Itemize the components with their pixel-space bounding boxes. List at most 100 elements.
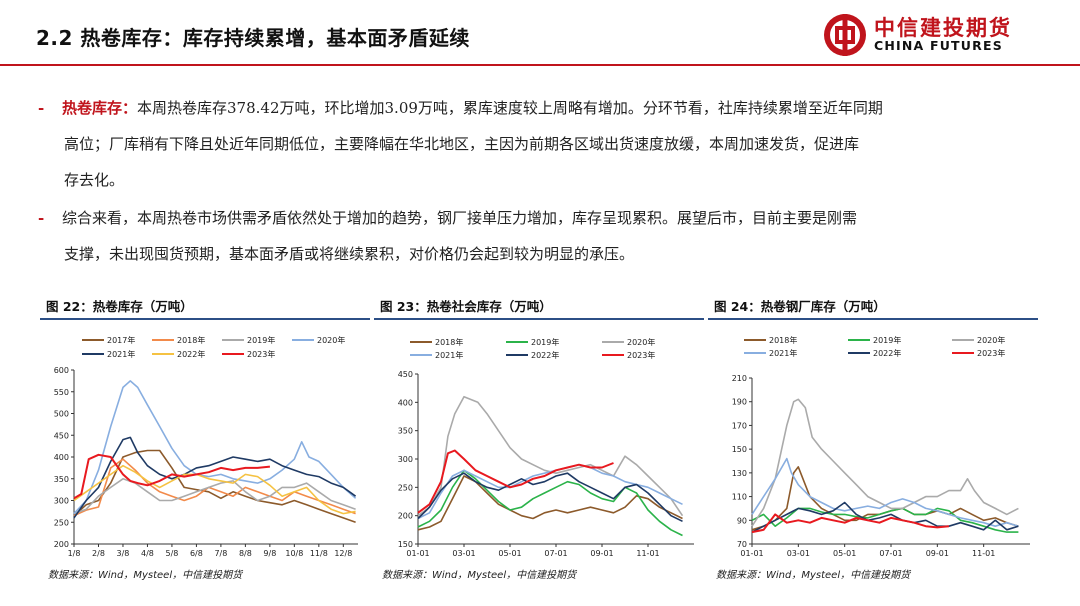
y-tick-label: 300	[398, 455, 413, 464]
legend-label: 2021年	[435, 350, 463, 360]
x-tick-label: 01-01	[406, 549, 429, 558]
chart-svg: 2018年 2019年 2020年 2021年 2022年 2023年 150 200 250 3…	[398, 337, 694, 558]
legend-label: 2017年	[107, 335, 135, 345]
legend-label: 2019年	[531, 337, 559, 347]
legend-item: 2023年	[952, 348, 1005, 358]
series-line	[417, 395, 684, 517]
x-tick-label: 09-01	[926, 549, 949, 558]
series-line	[73, 449, 356, 524]
x-tick-label: 09-01	[590, 549, 613, 558]
legend-label: 2018年	[435, 337, 463, 347]
legend-label: 2020年	[627, 337, 655, 347]
y-tick-label: 550	[54, 388, 69, 397]
x-tick-label: 03-01	[787, 549, 810, 558]
chart-divider	[40, 318, 370, 320]
legend-label: 2020年	[317, 335, 345, 345]
legend-item: 2022年	[152, 349, 205, 359]
x-tick-label: 11/8	[310, 549, 328, 558]
y-tick-label: 250	[54, 518, 69, 527]
chart-social-inventory: 图 23：热卷社会库存（万吨） 2018年 2019年 2020年 2021年 2022…	[374, 294, 704, 584]
paragraph-line: 存去化。	[64, 171, 125, 189]
legend-item: 2017年	[82, 335, 135, 345]
y-tick-label: 70	[737, 540, 747, 549]
y-tick-label: 150	[732, 445, 747, 454]
series-line	[73, 464, 356, 515]
legend-item: 2021年	[82, 349, 135, 359]
y-tick-label: 170	[732, 421, 747, 430]
legend-label: 2021年	[107, 349, 135, 359]
y-tick-label: 400	[54, 453, 69, 462]
x-tick-label: 11-01	[636, 549, 659, 558]
x-tick-label: 5/8	[165, 549, 178, 558]
y-tick-label: 450	[398, 370, 413, 379]
legend-item: 2018年	[744, 335, 797, 345]
legend-label: 2023年	[627, 350, 655, 360]
legend-item: 2019年	[222, 335, 275, 345]
x-tick-label: 2/8	[92, 549, 105, 558]
series-line	[751, 398, 1019, 527]
header-divider	[0, 64, 1080, 66]
y-tick-label: 500	[54, 410, 69, 419]
legend-label: 2022年	[873, 348, 901, 358]
legend-label: 2020年	[977, 335, 1005, 345]
chart-title: 图 24：热卷钢厂库存（万吨）	[714, 299, 886, 314]
legend-item: 2022年	[848, 348, 901, 358]
y-tick-label: 200	[398, 512, 413, 521]
legend-label: 2021年	[769, 348, 797, 358]
y-tick-label: 130	[732, 469, 747, 478]
legend-item: 2019年	[506, 337, 559, 347]
y-tick-label: 600	[54, 366, 69, 375]
y-tick-label: 90	[737, 516, 747, 525]
paragraph-line: 支撑，未出现囤货预期，基本面矛盾或将继续累积，对价格仍会起到较为明显的承压。	[64, 245, 635, 263]
x-tick-label: 7/8	[214, 549, 227, 558]
series-line	[751, 513, 950, 534]
header: 2.2 热卷库存：库存持续累增，基本面矛盾延续 中信建投期货 CHINA FUT…	[0, 0, 1080, 68]
legend-item: 2021年	[744, 348, 797, 358]
y-tick-label: 300	[54, 497, 69, 506]
legend-label: 2019年	[873, 335, 901, 345]
x-tick-label: 4/8	[141, 549, 154, 558]
legend-item: 2018年	[152, 335, 205, 345]
series-line	[73, 436, 357, 519]
legend-label: 2022年	[177, 349, 205, 359]
y-tick-label: 150	[398, 540, 413, 549]
legend-item: 2020年	[292, 335, 345, 345]
bullet-dash: -	[38, 99, 45, 117]
y-tick-label: 400	[398, 398, 413, 407]
chart-source: 数据来源：Wind，Mysteel，中信建投期货	[716, 570, 911, 581]
legend-item: 2019年	[848, 335, 901, 345]
x-tick-label: 05-01	[833, 549, 856, 558]
x-tick-label: 07-01	[544, 549, 567, 558]
y-tick-label: 200	[54, 540, 69, 549]
legend-item: 2021年	[410, 350, 463, 360]
x-tick-label: 9/8	[263, 549, 276, 558]
x-tick-label: 12/8	[334, 549, 352, 558]
legend-label: 2018年	[769, 335, 797, 345]
paragraph-inventory: - 热卷库存：本周热卷库存378.42万吨，环比增加3.09万吨，累库速度较上周略…	[38, 90, 1048, 198]
y-tick-label: 190	[732, 398, 747, 407]
chart-title: 图 23：热卷社会库存（万吨）	[380, 299, 552, 314]
x-tick-label: 03-01	[452, 549, 475, 558]
series-line	[417, 469, 683, 537]
brand-name-cn: 中信建投期货	[874, 16, 1012, 40]
legend-item: 2022年	[506, 350, 559, 360]
legend-item: 2020年	[952, 335, 1005, 345]
x-tick-label: 10/8	[285, 549, 303, 558]
legend-label: 2023年	[977, 348, 1005, 358]
citic-logo-icon	[824, 14, 866, 56]
chart-divider	[708, 318, 1038, 320]
chart-svg: 2018年 2019年 2020年 2021年 2022年 2023年 70 90 110 130…	[732, 335, 1030, 558]
series-line	[417, 449, 614, 514]
x-tick-label: 07-01	[879, 549, 902, 558]
chart-source: 数据来源：Wind，Mysteel，中信建投期货	[382, 570, 577, 581]
x-tick-label: 11-01	[972, 549, 995, 558]
x-tick-label: 01-01	[740, 549, 763, 558]
bullet-dash: -	[38, 209, 45, 227]
x-tick-label: 3/8	[117, 549, 130, 558]
series-line	[73, 380, 357, 515]
legend-item: 2018年	[410, 337, 463, 347]
x-tick-label: 8/8	[239, 549, 252, 558]
paragraph-summary: - 综合来看，本周热卷市场供需矛盾依然处于增加的趋势，钢厂接单压力增加，库存呈现累…	[38, 200, 1048, 272]
y-tick-label: 450	[54, 431, 69, 440]
legend-label: 2023年	[247, 349, 275, 359]
